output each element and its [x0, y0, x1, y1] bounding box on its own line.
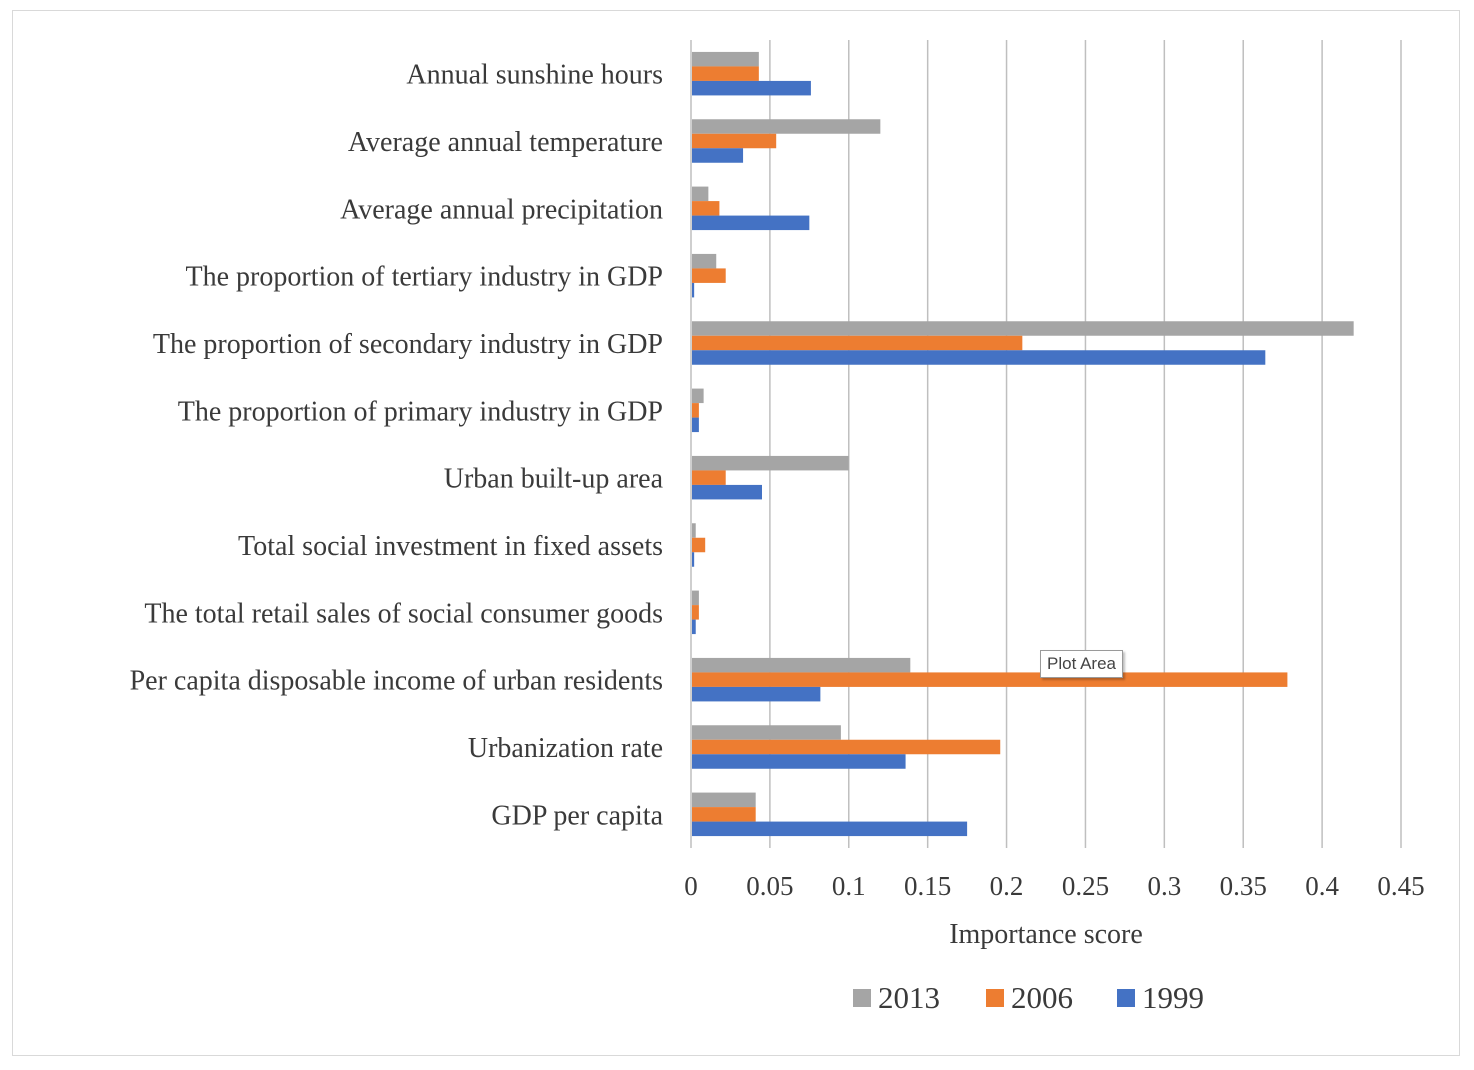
bar-1999[interactable] — [692, 350, 1266, 365]
bar-2006[interactable] — [692, 672, 1288, 687]
bar-2013[interactable] — [692, 657, 911, 673]
legend-swatch-1999 — [1117, 989, 1135, 1007]
x-tick-label: 0 — [684, 871, 698, 901]
bar-2013[interactable] — [692, 321, 1354, 336]
x-tick-label: 0.2 — [990, 871, 1024, 901]
bar-2006[interactable] — [692, 807, 756, 822]
bar-2013[interactable] — [692, 590, 699, 606]
x-tick-label: 0.35 — [1220, 871, 1267, 901]
bar-1999[interactable] — [692, 821, 968, 837]
bar-2006[interactable] — [692, 537, 706, 553]
x-tick-label: 0.05 — [746, 871, 793, 901]
x-tick-label: 0.45 — [1377, 871, 1424, 901]
plot-area[interactable] — [691, 40, 1401, 848]
bar-2013[interactable] — [692, 455, 849, 471]
category-label: The proportion of primary industry in GD… — [178, 396, 663, 427]
bar-2006[interactable] — [692, 403, 699, 418]
bar-1999[interactable] — [692, 417, 699, 433]
category-label: Urban built-up area — [444, 464, 664, 495]
x-axis-title: Importance score — [949, 919, 1143, 950]
x-tick-label: 0.25 — [1062, 871, 1109, 901]
plot-area-tooltip: Plot Area — [1040, 650, 1123, 678]
bar-2006[interactable] — [692, 268, 726, 283]
bar-2006[interactable] — [692, 66, 759, 81]
bar-1999[interactable] — [692, 686, 821, 702]
legend-label-1999: 1999 — [1142, 980, 1204, 1015]
x-tick-label: 0.15 — [904, 871, 951, 901]
bar-2006[interactable] — [692, 739, 1001, 755]
bar-2006[interactable] — [692, 335, 1023, 351]
bar-2006[interactable] — [692, 201, 720, 216]
x-tick-label: 0.4 — [1305, 871, 1339, 901]
bar-2013[interactable] — [692, 253, 717, 269]
category-label: The proportion of secondary industry in … — [153, 329, 663, 360]
bar-1999[interactable] — [692, 754, 906, 769]
bar-2013[interactable] — [692, 186, 709, 202]
bar-2006[interactable] — [692, 605, 699, 620]
bar-1999[interactable] — [692, 282, 695, 298]
bar-2006[interactable] — [692, 133, 777, 149]
category-label: GDP per capita — [491, 800, 663, 831]
legend-swatch-2006 — [986, 989, 1004, 1007]
bar-2006[interactable] — [692, 470, 726, 485]
legend-label-2006: 2006 — [1011, 980, 1073, 1015]
legend-swatch-2013 — [853, 989, 871, 1007]
bar-1999[interactable] — [692, 148, 744, 163]
category-label: Per capita disposable income of urban re… — [130, 666, 663, 697]
bar-2013[interactable] — [692, 523, 696, 538]
category-label: Annual sunshine hours — [406, 60, 663, 91]
category-label: Total social investment in fixed assets — [238, 531, 663, 562]
legend-label-2013: 2013 — [878, 980, 940, 1015]
bar-1999[interactable] — [692, 619, 696, 635]
category-label: Average annual temperature — [348, 127, 663, 158]
category-label: The proportion of tertiary industry in G… — [186, 262, 663, 293]
bar-2013[interactable] — [692, 725, 841, 740]
bar-1999[interactable] — [692, 552, 695, 567]
bar-1999[interactable] — [692, 215, 810, 231]
bar-1999[interactable] — [692, 80, 811, 96]
bar-2013[interactable] — [692, 119, 881, 134]
category-label: The total retail sales of social consume… — [144, 598, 663, 629]
bar-1999[interactable] — [692, 484, 762, 500]
category-label: Average annual precipitation — [340, 194, 663, 225]
bar-2013[interactable] — [692, 51, 759, 67]
x-tick-label: 0.1 — [832, 871, 866, 901]
x-tick-label: 0.3 — [1147, 871, 1181, 901]
bar-2013[interactable] — [692, 388, 704, 404]
category-label: Urbanization rate — [468, 733, 663, 764]
bar-2013[interactable] — [692, 792, 756, 808]
